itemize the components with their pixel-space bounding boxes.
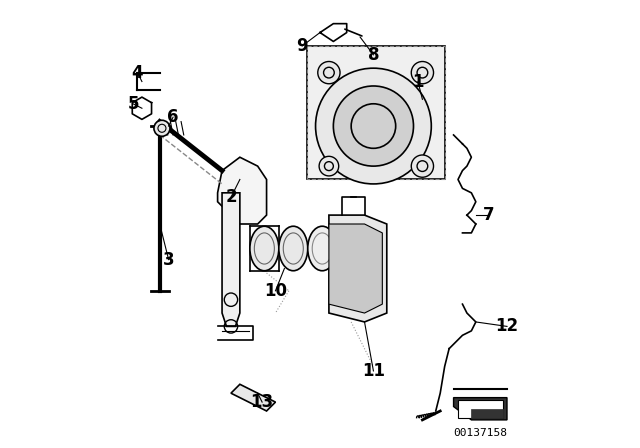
Polygon shape — [231, 384, 275, 411]
Text: 3: 3 — [163, 250, 175, 269]
Text: 13: 13 — [250, 393, 274, 411]
Polygon shape — [222, 193, 240, 327]
Ellipse shape — [250, 226, 279, 271]
Ellipse shape — [308, 226, 337, 271]
Text: 4: 4 — [132, 64, 143, 82]
Polygon shape — [307, 46, 445, 180]
Circle shape — [333, 86, 413, 166]
Polygon shape — [329, 215, 387, 322]
Polygon shape — [472, 409, 502, 418]
Text: 11: 11 — [362, 362, 385, 380]
Circle shape — [316, 68, 431, 184]
Text: 9: 9 — [296, 37, 308, 55]
Text: 7: 7 — [483, 206, 495, 224]
Circle shape — [412, 155, 433, 177]
Text: 6: 6 — [167, 108, 179, 126]
Text: 00137158: 00137158 — [453, 428, 508, 438]
Text: 1: 1 — [412, 73, 424, 90]
Circle shape — [319, 156, 339, 176]
Circle shape — [154, 120, 170, 136]
Text: 2: 2 — [225, 188, 237, 206]
Circle shape — [318, 61, 340, 84]
Text: 12: 12 — [495, 317, 518, 336]
Polygon shape — [454, 398, 507, 420]
Text: 10: 10 — [264, 282, 287, 300]
Text: 5: 5 — [127, 95, 139, 113]
Polygon shape — [329, 224, 382, 313]
Text: 8: 8 — [367, 46, 379, 64]
Polygon shape — [218, 157, 267, 224]
Polygon shape — [458, 400, 502, 418]
Ellipse shape — [279, 226, 308, 271]
Circle shape — [412, 61, 433, 84]
